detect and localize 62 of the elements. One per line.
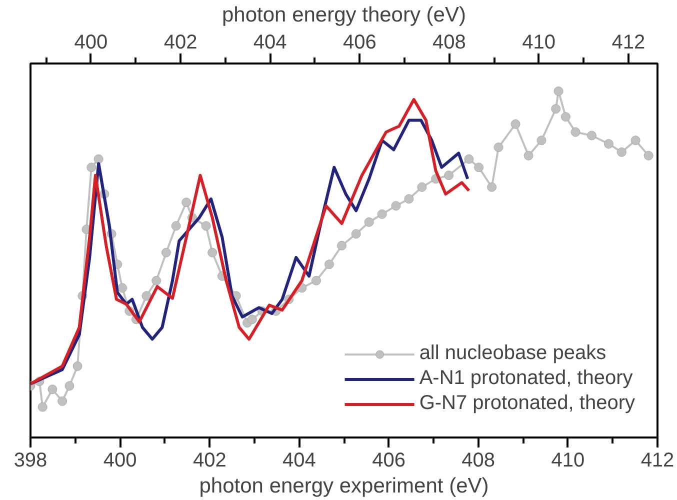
point: [247, 314, 257, 324]
x2-tick-label: 404: [253, 32, 287, 54]
x-tick-label: 398: [14, 450, 48, 472]
point: [630, 136, 640, 146]
x2-tick-label: 410: [522, 32, 556, 54]
point: [324, 260, 334, 270]
point: [94, 154, 104, 164]
point: [644, 150, 654, 160]
point: [182, 198, 192, 208]
point: [464, 154, 474, 164]
x-tick-label: 408: [462, 450, 496, 472]
point: [58, 396, 68, 406]
x2-tick-label: 400: [74, 32, 108, 54]
point: [171, 221, 181, 231]
point: [524, 150, 534, 160]
point: [142, 291, 152, 301]
point: [337, 240, 347, 250]
x2-tick-label: 412: [612, 32, 646, 54]
point: [72, 361, 82, 371]
point: [64, 381, 74, 391]
point: [570, 127, 580, 137]
x2-tick-label: 402: [164, 32, 198, 54]
x-tick-label: 404: [282, 450, 316, 472]
x-tick-label: 412: [640, 450, 674, 472]
point: [494, 142, 504, 152]
x-axis-title: photon energy experiment (eV): [199, 474, 489, 498]
x-tick-label: 406: [372, 450, 406, 472]
point: [48, 384, 58, 394]
x2-axis-title: photon energy theory (eV): [222, 4, 466, 26]
point: [417, 182, 427, 192]
point: [152, 276, 162, 286]
point: [474, 162, 484, 172]
point: [377, 209, 387, 219]
point: [364, 217, 374, 227]
x-tick-label: 410: [551, 450, 585, 472]
point: [444, 170, 454, 180]
point: [604, 139, 614, 149]
point: [201, 221, 211, 231]
point: [510, 119, 520, 129]
point: [38, 402, 48, 412]
point: [86, 162, 96, 172]
point: [161, 248, 171, 258]
x-tick-label: 400: [103, 450, 137, 472]
legend-label: G-N7 protonated, theory: [419, 392, 635, 415]
x2-tick-label: 408: [432, 32, 466, 54]
legend-label: all nucleobase peaks: [419, 342, 606, 365]
point: [351, 229, 361, 239]
x2-tick-label: 406: [342, 32, 376, 54]
point: [560, 112, 570, 122]
point: [391, 201, 401, 211]
point: [487, 182, 497, 192]
x-tick-label: 402: [192, 450, 226, 472]
point: [118, 283, 128, 293]
point: [554, 86, 564, 96]
point: [311, 276, 321, 286]
point: [208, 248, 218, 258]
legend-label: A-N1 protonated, theory: [419, 367, 633, 390]
point: [404, 194, 414, 204]
point: [616, 147, 626, 157]
point: [586, 130, 596, 140]
point: [551, 104, 561, 114]
point: [536, 136, 546, 146]
